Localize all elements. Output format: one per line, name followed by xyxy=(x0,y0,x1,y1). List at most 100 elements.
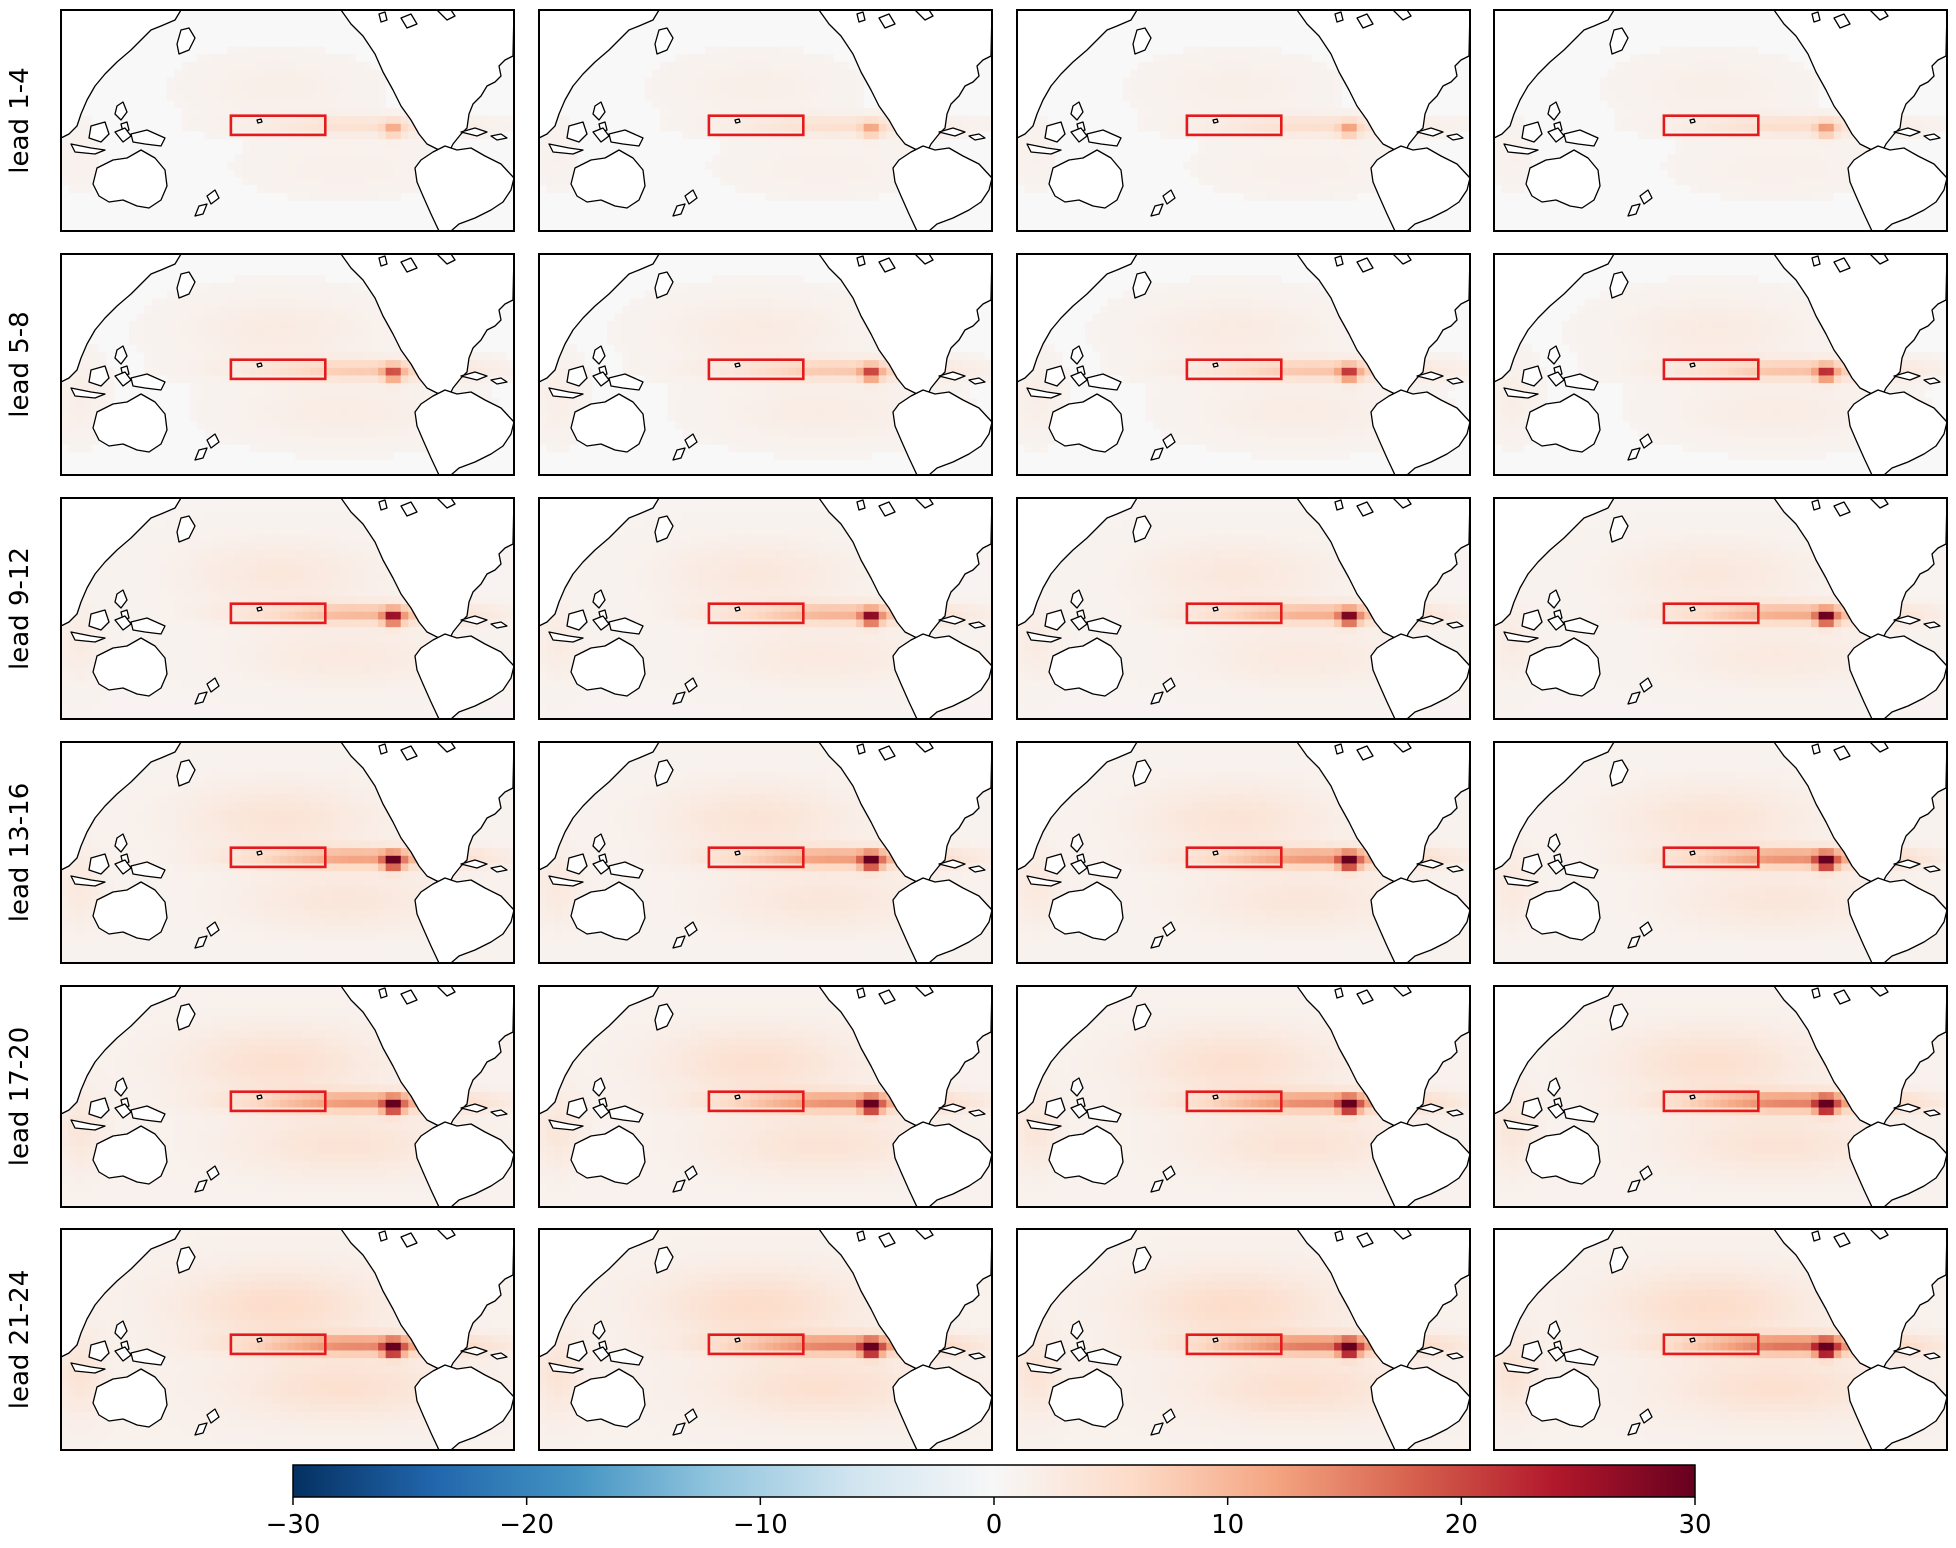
heatmap-cell xyxy=(810,69,819,78)
heatmap-cell xyxy=(644,359,653,368)
heatmap-cell xyxy=(1228,92,1237,101)
heatmap-cell xyxy=(83,123,92,132)
heatmap-cell xyxy=(1364,123,1373,132)
heatmap-cell xyxy=(355,328,364,338)
heatmap-cell xyxy=(697,336,706,345)
heatmap-cell xyxy=(546,421,555,430)
heatmap-cell xyxy=(1349,123,1358,132)
heatmap-cell xyxy=(1220,161,1229,170)
heatmap-cell xyxy=(234,421,243,430)
heatmap-cell xyxy=(841,123,849,132)
heatmap-cell xyxy=(788,428,797,437)
heatmap-cell xyxy=(491,398,500,407)
heatmap-cell xyxy=(742,138,751,147)
heatmap-cell xyxy=(295,100,303,109)
heatmap-cell xyxy=(735,138,744,147)
heatmap-cell xyxy=(818,184,827,193)
heatmap-cell xyxy=(667,405,676,414)
heatmap-cell xyxy=(196,398,205,407)
heatmap-cell xyxy=(1931,123,1940,132)
heatmap-cell xyxy=(954,115,963,124)
heatmap-cell xyxy=(347,444,356,453)
heatmap-cell xyxy=(287,192,296,201)
heatmap-cell xyxy=(682,282,691,291)
heatmap-cell xyxy=(780,313,789,322)
heatmap-cell xyxy=(720,108,729,117)
heatmap-cell xyxy=(1811,154,1820,163)
heatmap-cell xyxy=(750,146,759,155)
heatmap-cell xyxy=(674,321,683,330)
heatmap-cell xyxy=(833,428,842,437)
heatmap-cell xyxy=(378,413,387,422)
heatmap-cell xyxy=(848,428,857,437)
heatmap-cell xyxy=(212,69,220,78)
heatmap-cell xyxy=(720,69,729,78)
heatmap-cell xyxy=(833,298,842,307)
heatmap-cell xyxy=(363,184,371,193)
heatmap-cell xyxy=(166,367,175,376)
heatmap-cell xyxy=(1122,375,1131,384)
heatmap-cell xyxy=(302,192,311,201)
heatmap-cell xyxy=(1024,161,1033,170)
heatmap-cell xyxy=(1796,61,1804,70)
heatmap-cell xyxy=(1750,100,1759,109)
heatmap-cell xyxy=(1062,375,1071,384)
heatmap-cell xyxy=(1356,154,1365,163)
heatmap-cell xyxy=(1190,421,1199,430)
heatmap-cell xyxy=(279,92,288,101)
heatmap-cell xyxy=(674,336,683,345)
heatmap-cell xyxy=(317,436,326,445)
heatmap-cell xyxy=(1622,108,1631,117)
heatmap-cell xyxy=(773,282,781,291)
heatmap-cell xyxy=(554,123,563,132)
heatmap-cell xyxy=(347,54,356,63)
heatmap-cell xyxy=(803,390,812,399)
heatmap-cell xyxy=(1607,84,1616,94)
heatmap-cell xyxy=(674,115,683,124)
heatmap-cell xyxy=(1675,100,1684,109)
heatmap-cell xyxy=(340,192,349,201)
heatmap-cell xyxy=(742,367,751,376)
heatmap-cell xyxy=(780,367,789,376)
heatmap-cell xyxy=(1614,123,1623,132)
heatmap-cell xyxy=(1675,92,1684,101)
heatmap-cell xyxy=(151,344,160,353)
heatmap-cell xyxy=(355,382,364,391)
nino34-box xyxy=(229,358,327,381)
heatmap-cell xyxy=(667,290,676,299)
heatmap-cell xyxy=(1319,131,1327,140)
heatmap-cell xyxy=(491,115,500,124)
heatmap-cell xyxy=(833,92,842,101)
heatmap-cell xyxy=(705,92,714,101)
heatmap-cell xyxy=(491,352,500,361)
heatmap-cell xyxy=(1788,131,1797,140)
heatmap-cell xyxy=(1183,382,1192,391)
heatmap-cell xyxy=(1273,146,1282,155)
heatmap-cell xyxy=(1251,123,1259,132)
heatmap-cell xyxy=(302,154,311,163)
heatmap-cell xyxy=(212,367,220,376)
heatmap-cell xyxy=(931,382,940,391)
heatmap-cell xyxy=(1251,115,1259,124)
heatmap-cell xyxy=(400,390,409,399)
heatmap-cell xyxy=(272,184,281,193)
heatmap-cell xyxy=(257,46,266,55)
heatmap-cell xyxy=(1039,375,1048,384)
heatmap-cell xyxy=(234,61,243,70)
heatmap-cell xyxy=(1629,84,1638,94)
heatmap-cell xyxy=(1833,161,1842,170)
heatmap-cell xyxy=(803,382,812,391)
heatmap-cell xyxy=(871,146,880,155)
heatmap-cell xyxy=(848,298,857,307)
heatmap-cell xyxy=(712,115,721,124)
heatmap-cell xyxy=(750,344,759,353)
heatmap-cell xyxy=(750,382,759,391)
heatmap-cell xyxy=(340,359,349,368)
heatmap-cell xyxy=(1516,184,1525,193)
heatmap-cell xyxy=(227,398,236,407)
heatmap-cell xyxy=(841,177,849,186)
heatmap-cell xyxy=(735,421,744,430)
heatmap-cell xyxy=(1334,100,1343,109)
heatmap-cell xyxy=(561,169,570,178)
heatmap-cell xyxy=(735,382,744,391)
